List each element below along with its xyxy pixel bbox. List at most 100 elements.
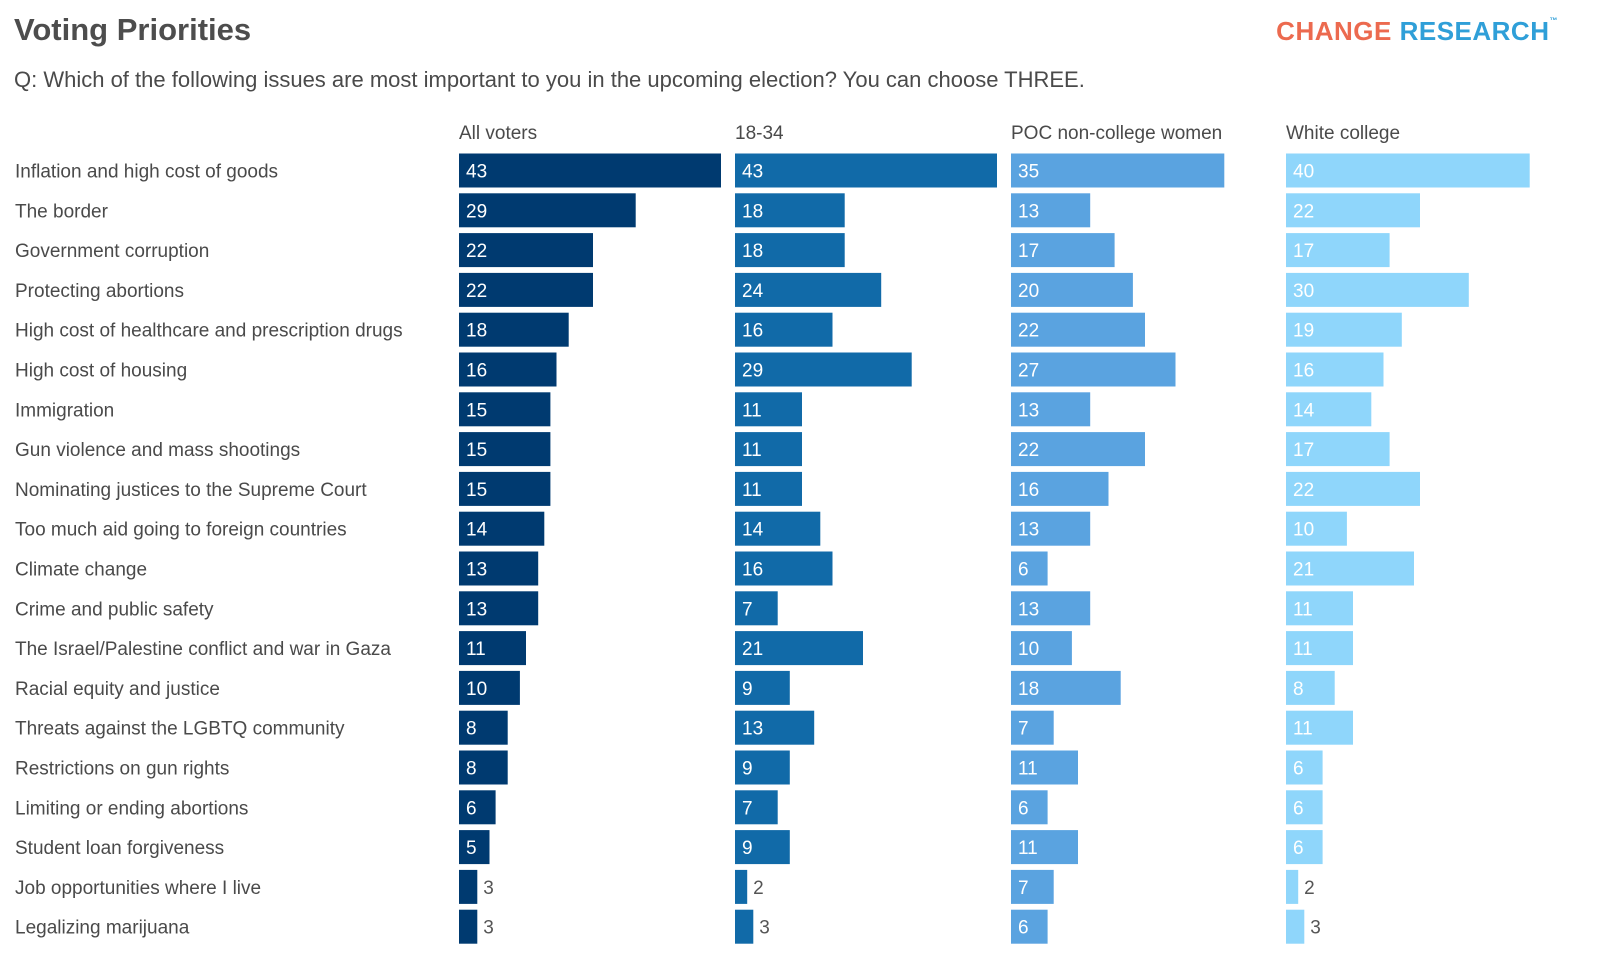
row-label-student-loan-forgiveness: Student loan forgiveness	[15, 838, 224, 859]
bar-white-college-restrictions-on-gun-rights	[1286, 750, 1323, 785]
bar-18-34-restrictions-on-gun-rights	[735, 750, 790, 785]
bar-all-voters-threats-against-the-lgbtq-community	[459, 710, 508, 745]
value-label: 11	[466, 639, 486, 660]
bar-all-voters-too-much-aid-going-to-foreign-countries	[459, 511, 545, 546]
value-label: 15	[466, 400, 487, 421]
value-label: 13	[1018, 400, 1039, 421]
value-label: 43	[742, 162, 763, 183]
bar-18-34-legalizing-marijuana	[735, 909, 754, 944]
bar-white-college-threats-against-the-lgbtq-community	[1286, 710, 1353, 745]
row-label-high-cost-of-healthcare-and-prescription-drugs: High cost of healthcare and prescription…	[15, 321, 403, 342]
bar-poc-non-college-women-crime-and-public-safety	[1011, 591, 1091, 626]
row-label-nominating-justices-to-the-supreme-court: Nominating justices to the Supreme Court	[15, 480, 367, 501]
column-header-poc-non-college-women: POC non-college women	[1011, 123, 1222, 144]
bar-white-college-nominating-justices-to-the-supreme-court	[1286, 471, 1420, 506]
value-label: 7	[742, 599, 753, 620]
value-label: 11	[1293, 599, 1313, 620]
survey-question: Q: Which of the following issues are mos…	[14, 67, 1085, 92]
row-label-too-much-aid-going-to-foreign-countries: Too much aid going to foreign countries	[15, 520, 347, 541]
value-label: 29	[742, 361, 763, 382]
row-label-gun-violence-and-mass-shootings: Gun violence and mass shootings	[15, 440, 300, 461]
value-label: 13	[466, 560, 487, 581]
bar-18-34-the-border	[735, 193, 845, 228]
value-label: 27	[1018, 361, 1039, 382]
value-label: 11	[1293, 719, 1313, 740]
value-label: 6	[1293, 838, 1304, 859]
bar-all-voters-racial-equity-and-justice	[459, 670, 520, 705]
value-label: 10	[466, 679, 487, 700]
row-label-high-cost-of-housing: High cost of housing	[15, 361, 187, 382]
row-label-crime-and-public-safety: Crime and public safety	[15, 599, 214, 620]
bar-poc-non-college-women-limiting-or-ending-abortions	[1011, 790, 1048, 825]
bar-white-college-the-border	[1286, 193, 1420, 228]
value-label: 6	[1018, 560, 1029, 581]
value-label: 17	[1018, 241, 1039, 262]
bar-18-34-threats-against-the-lgbtq-community	[735, 710, 815, 745]
bar-poc-non-college-women-nominating-justices-to-the-supreme-court	[1011, 471, 1109, 506]
value-label: 9	[742, 759, 753, 780]
value-label: 10	[1018, 639, 1039, 660]
bar-all-voters-immigration	[459, 392, 551, 427]
value-label: 8	[466, 759, 477, 780]
bar-poc-non-college-women-high-cost-of-housing	[1011, 352, 1176, 387]
bar-white-college-inflation-and-high-cost-of-goods	[1286, 153, 1530, 188]
value-label: 11	[1018, 759, 1038, 780]
bar-all-voters-job-opportunities-where-i-live	[459, 869, 478, 904]
value-label: 18	[466, 321, 487, 342]
bar-18-34-government-corruption	[735, 233, 845, 268]
value-label: 3	[1310, 918, 1321, 939]
row-label-restrictions-on-gun-rights: Restrictions on gun rights	[15, 759, 229, 780]
bar-white-college-government-corruption	[1286, 233, 1390, 268]
value-label: 11	[742, 480, 762, 501]
value-label: 6	[1018, 798, 1029, 819]
value-label: 16	[466, 361, 487, 382]
column-header-all-voters: All voters	[459, 123, 537, 144]
bar-18-34-high-cost-of-healthcare-and-prescription-drugs	[735, 312, 833, 347]
row-label-climate-change: Climate change	[15, 560, 147, 581]
value-label: 6	[466, 798, 477, 819]
value-label: 22	[466, 241, 487, 262]
bar-poc-non-college-women-racial-equity-and-justice	[1011, 670, 1121, 705]
value-label: 15	[466, 440, 487, 461]
value-label: 15	[466, 480, 487, 501]
bar-18-34-student-loan-forgiveness	[735, 830, 790, 865]
value-label: 18	[742, 241, 763, 262]
bar-all-voters-limiting-or-ending-abortions	[459, 790, 496, 825]
column-header-white-college: White college	[1286, 123, 1400, 144]
row-label-threats-against-the-lgbtq-community: Threats against the LGBTQ community	[15, 719, 345, 740]
value-label: 13	[1018, 520, 1039, 541]
value-label: 7	[742, 798, 753, 819]
bar-all-voters-climate-change	[459, 551, 539, 586]
value-label: 11	[1293, 639, 1313, 660]
bar-white-college-gun-violence-and-mass-shootings	[1286, 432, 1390, 467]
bar-poc-non-college-women-the-israel-palestine-conflict-and-war-in-gaza	[1011, 631, 1072, 666]
value-label: 21	[1293, 560, 1314, 581]
value-label: 11	[1018, 838, 1038, 859]
bar-poc-non-college-women-government-corruption	[1011, 233, 1115, 268]
value-label: 20	[1018, 281, 1039, 302]
bar-poc-non-college-women-protecting-abortions	[1011, 272, 1133, 307]
bar-all-voters-government-corruption	[459, 233, 593, 268]
bar-all-voters-restrictions-on-gun-rights	[459, 750, 508, 785]
value-label: 6	[1293, 798, 1304, 819]
bar-18-34-the-israel-palestine-conflict-and-war-in-gaza	[735, 631, 863, 666]
row-label-inflation-and-high-cost-of-goods: Inflation and high cost of goods	[15, 162, 278, 183]
value-label: 21	[742, 639, 763, 660]
value-label: 14	[1293, 400, 1315, 421]
row-label-job-opportunities-where-i-live: Job opportunities where I live	[15, 878, 261, 899]
bar-white-college-high-cost-of-housing	[1286, 352, 1384, 387]
bar-18-34-racial-equity-and-justice	[735, 670, 790, 705]
bar-18-34-high-cost-of-housing	[735, 352, 912, 387]
bar-18-34-nominating-justices-to-the-supreme-court	[735, 471, 802, 506]
value-label: 7	[1018, 878, 1029, 899]
value-label: 30	[1293, 281, 1314, 302]
bar-18-34-crime-and-public-safety	[735, 591, 778, 626]
bar-white-college-legalizing-marijuana	[1286, 909, 1305, 944]
value-label: 2	[753, 878, 764, 899]
value-label: 13	[1018, 599, 1039, 620]
value-label: 16	[1018, 480, 1039, 501]
value-label: 16	[742, 321, 763, 342]
bar-all-voters-the-border	[459, 193, 636, 228]
bar-all-voters-gun-violence-and-mass-shootings	[459, 432, 551, 467]
